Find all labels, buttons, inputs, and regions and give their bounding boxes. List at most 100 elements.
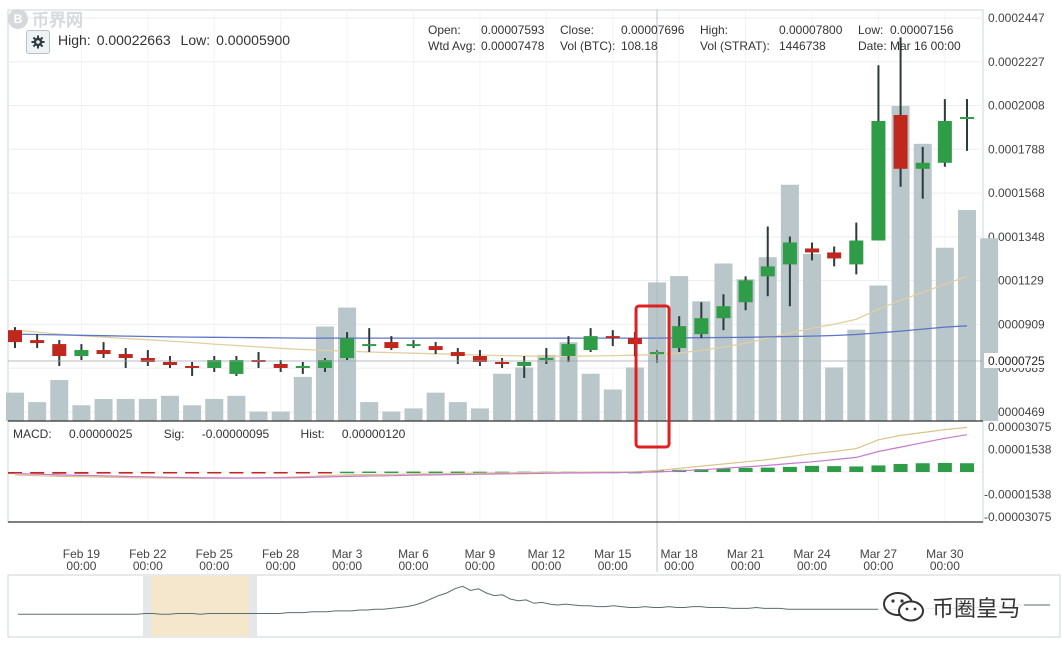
highlight-box [634, 304, 671, 449]
volume-bar [6, 392, 24, 421]
candle-down[interactable] [472, 356, 487, 363]
candle-down[interactable] [428, 346, 443, 351]
candle-down[interactable] [273, 363, 288, 368]
candle-up[interactable] [561, 344, 576, 357]
bitcoin-logo-icon: B [8, 8, 28, 29]
macd-hist-bar [893, 463, 908, 472]
candle-up[interactable] [760, 266, 775, 277]
price-axis-label: 0.0002008 [988, 98, 1045, 112]
candle-down[interactable] [827, 252, 842, 259]
macd-hist-bar [871, 465, 886, 472]
wechat-branding: 币圈皇马 [878, 588, 1025, 626]
candle-up[interactable] [207, 360, 222, 368]
candle-down[interactable] [605, 336, 620, 339]
candle-down[interactable] [893, 115, 908, 169]
candle-down[interactable] [384, 342, 399, 349]
tooltip-high-label: High: [700, 23, 729, 37]
macd-hist-bar [738, 467, 753, 472]
overview-window[interactable] [151, 576, 249, 636]
macd-hist-bar [162, 472, 177, 474]
volume-bar [94, 398, 113, 421]
date-axis-label: Mar 9 [465, 547, 496, 561]
candle-up[interactable] [517, 362, 532, 366]
candle-down[interactable] [30, 340, 45, 344]
time-axis-label: 00:00 [66, 559, 96, 573]
candle-up[interactable] [362, 344, 377, 347]
volume-bar [205, 398, 224, 421]
candle-down[interactable] [185, 365, 200, 368]
time-axis-label: 00:00 [863, 559, 893, 573]
candle-up[interactable] [871, 120, 886, 241]
candle-down[interactable] [495, 362, 510, 365]
volume-bar [825, 367, 844, 421]
settings-button[interactable] [26, 30, 50, 54]
candle-down[interactable] [140, 358, 155, 363]
date-axis-label: Mar 21 [727, 547, 765, 561]
macd-hist-bar [52, 472, 67, 474]
candle-up[interactable] [716, 306, 731, 319]
volume-bar [847, 329, 866, 421]
macd-label: MACD: [13, 427, 52, 441]
tooltip-open-value: 0.00007593 [481, 23, 545, 37]
candle-up[interactable] [849, 240, 864, 265]
volume-bar [758, 257, 777, 421]
range-summary: High: 0.00022663 Low: 0.00005900 [58, 32, 296, 48]
price-axis-label: 0.0000909 [988, 317, 1045, 331]
tooltip-high-value: 0.00007800 [779, 23, 843, 37]
volume-bar [72, 405, 91, 421]
candle-up[interactable] [229, 360, 244, 374]
macd-axis-label: 0.00001538 [988, 442, 1052, 456]
candle-up[interactable] [738, 280, 753, 303]
volume-bar [315, 326, 334, 421]
candle-down[interactable] [450, 352, 465, 357]
candle-down[interactable] [52, 344, 67, 357]
candle-up[interactable] [295, 365, 310, 368]
volume-bar [913, 143, 932, 422]
candle-up[interactable] [960, 116, 974, 119]
date-axis-label: Mar 18 [661, 547, 699, 561]
tooltip-low-value: 0.00007156 [890, 23, 954, 37]
candle-down[interactable] [162, 362, 177, 365]
low-value: 0.00005900 [216, 32, 291, 48]
candle-up[interactable] [74, 350, 89, 357]
macd-hist-bar [694, 469, 709, 472]
date-axis-label: Feb 22 [129, 547, 167, 561]
candle-up[interactable] [406, 344, 421, 347]
high-label: High: [58, 32, 91, 48]
candle-up[interactable] [317, 360, 332, 368]
candle-up[interactable] [340, 338, 355, 359]
date-axis-label: Feb 25 [196, 547, 234, 561]
candle-up[interactable] [672, 326, 687, 349]
time-axis-label: 00:00 [930, 559, 960, 573]
candle-up[interactable] [937, 120, 952, 163]
macd-hist-bar [340, 471, 355, 474]
candle-up[interactable] [539, 358, 554, 361]
candle-up[interactable] [694, 318, 709, 335]
overview-handle-right[interactable] [249, 576, 257, 636]
macd-hist-bar [428, 471, 443, 474]
low-label: Low: [180, 32, 211, 48]
tooltip-volbtc-value: 108.18 [621, 39, 658, 53]
volume-bar [891, 106, 910, 421]
macd-hist-bar [185, 472, 200, 474]
candle-up[interactable] [782, 242, 797, 265]
candle-up[interactable] [583, 336, 598, 351]
candle-down[interactable] [96, 350, 111, 355]
candle-up[interactable] [915, 162, 930, 169]
candle-down[interactable] [8, 330, 22, 343]
tooltip-wtd-value: 0.00007478 [481, 39, 545, 53]
date-axis-label: Mar 30 [926, 547, 964, 561]
tooltip-close-value: 0.00007696 [621, 23, 685, 37]
time-axis-label: 00:00 [332, 559, 362, 573]
candle-down[interactable] [805, 248, 820, 253]
tooltip-close-label: Close: [560, 23, 595, 37]
time-axis-label: 00:00 [133, 559, 163, 573]
candle-down[interactable] [118, 354, 133, 359]
overview-handle-left[interactable] [143, 576, 151, 636]
date-axis-label: Feb 19 [63, 547, 101, 561]
macd-hist-bar [450, 471, 465, 474]
macd-value: 0.00000025 [69, 427, 133, 441]
macd-axis-label: 0.00003075 [988, 420, 1052, 434]
